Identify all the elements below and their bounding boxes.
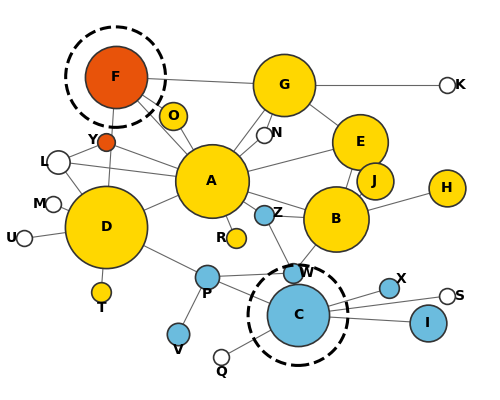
Point <box>97 289 105 295</box>
Point <box>169 112 177 119</box>
Text: L: L <box>40 155 49 169</box>
Point <box>289 270 297 276</box>
Text: D: D <box>100 220 112 234</box>
Point <box>332 216 340 222</box>
Point <box>294 312 302 318</box>
Text: O: O <box>168 108 179 122</box>
Text: C: C <box>293 308 303 322</box>
Text: Q: Q <box>216 365 227 379</box>
Point <box>208 178 216 184</box>
Text: T: T <box>96 300 106 314</box>
Point <box>443 185 451 192</box>
Text: M: M <box>33 197 46 211</box>
Text: H: H <box>441 182 452 196</box>
Point <box>20 235 28 242</box>
Text: K: K <box>455 78 466 92</box>
Text: V: V <box>172 343 184 357</box>
Text: F: F <box>111 70 120 84</box>
Point <box>424 320 432 326</box>
Text: N: N <box>270 126 282 140</box>
Point <box>54 158 62 165</box>
Point <box>443 293 451 299</box>
Point <box>203 274 211 280</box>
Text: U: U <box>6 231 16 245</box>
Point <box>443 82 451 88</box>
Text: I: I <box>425 316 430 330</box>
Text: R: R <box>216 231 226 245</box>
Text: B: B <box>331 212 342 226</box>
Point <box>385 285 393 292</box>
Point <box>356 139 364 146</box>
Text: Y: Y <box>88 134 98 148</box>
Text: G: G <box>278 78 289 92</box>
Point <box>371 178 379 184</box>
Point <box>102 224 110 230</box>
Text: J: J <box>372 174 378 188</box>
Point <box>280 82 287 88</box>
Text: X: X <box>396 272 406 286</box>
Point <box>49 201 57 207</box>
Text: Z: Z <box>273 206 283 220</box>
Point <box>260 212 268 218</box>
Point <box>112 74 120 80</box>
Text: W: W <box>299 266 314 280</box>
Point <box>102 139 110 146</box>
Point <box>232 235 239 242</box>
Point <box>217 354 225 361</box>
Text: P: P <box>202 287 212 301</box>
Point <box>260 132 268 138</box>
Text: A: A <box>206 174 217 188</box>
Text: S: S <box>455 289 465 303</box>
Point <box>174 331 182 338</box>
Text: E: E <box>356 135 365 149</box>
